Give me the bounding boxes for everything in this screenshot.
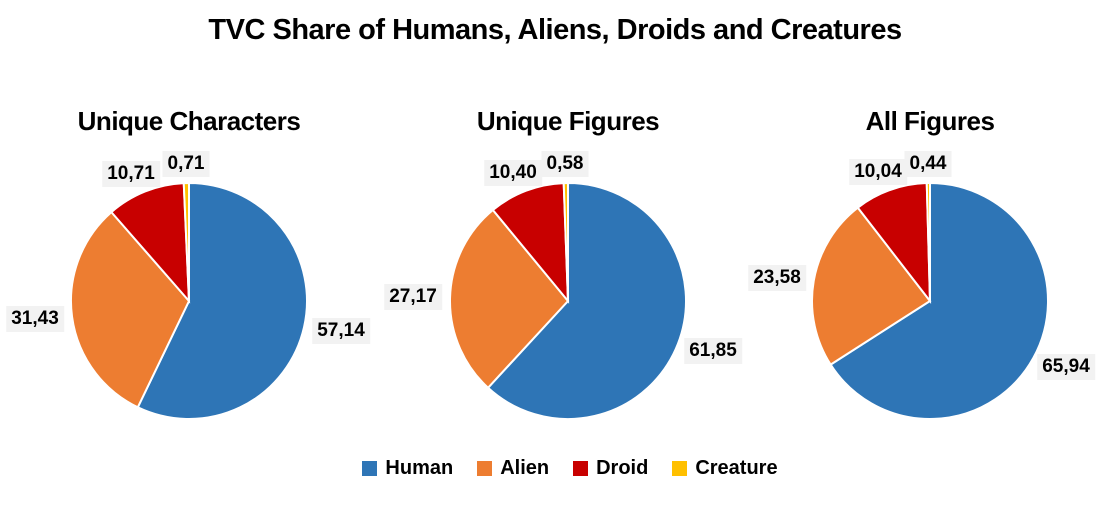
data-label-droid: 10,04 [849,159,907,185]
data-label-droid: 10,40 [484,160,542,186]
pie-slice-creature [925,181,931,302]
pie-chart [811,181,1049,420]
data-label-alien: 27,17 [384,284,442,310]
pie-slice-human [486,181,687,420]
legend-label-human: Human [385,457,454,479]
chart-all-figures: All Figures 65,94 23,58 10,04 0,44 [740,106,1110,461]
legend: Human Alien Droid Creature [15,457,1110,480]
data-label-human: 57,14 [312,318,370,344]
pie-area-unique-characters: 57,14 31,43 10,71 0,71 [0,151,379,461]
pie-slice-human [829,181,1049,420]
legend-label-creature: Creature [695,457,778,479]
legend-item-droid: Droid [573,457,648,480]
pie-slice-alien [811,206,932,366]
legend-swatch-droid [573,461,589,476]
pie-title-unique-figures: Unique Figures [476,106,660,136]
data-label-human: 65,94 [1037,354,1095,380]
data-label-alien: 31,43 [6,306,64,332]
legend-swatch-human [362,461,378,476]
legend-label-droid: Droid [596,457,649,479]
pie-slice-alien [449,208,570,390]
pie-slice-droid [856,182,932,305]
chart-unique-figures: Unique Figures 61,85 27,17 10,40 0,58 [378,106,758,461]
legend-label-alien: Alien [500,457,550,479]
legend-swatch-creature [672,461,688,476]
pie-slice-creature [562,181,569,302]
pie-slice-droid [491,182,570,304]
figure-title: TVC Share of Humans, Aliens, Droids and … [208,14,902,46]
pie-slice-droid [109,182,191,304]
chart-unique-characters: Unique Characters 57,14 31,43 10,71 0,71 [0,106,379,461]
legend-item-creature: Creature [672,457,778,480]
pie-title-unique-characters: Unique Characters [77,106,301,136]
data-label-creature: 0,44 [904,151,952,177]
data-label-alien: 23,58 [748,265,806,291]
data-label-creature: 0,71 [162,151,210,177]
legend-item-human: Human [362,457,453,480]
legend-swatch-alien [477,461,493,476]
pie-area-all-figures: 65,94 23,58 10,04 0,44 [740,151,1110,461]
data-label-human: 61,85 [684,338,742,364]
pie-title-all-figures: All Figures [865,106,995,136]
legend-item-alien: Alien [477,457,549,480]
pie-slice-creature [182,181,190,302]
pie-area-unique-figures: 61,85 27,17 10,40 0,58 [378,151,758,461]
pie-chart [449,181,687,420]
pie-slice-human [136,181,308,420]
data-label-creature: 0,58 [541,151,589,177]
data-label-droid: 10,71 [102,161,160,187]
pie-slice-alien [70,210,191,409]
pie-chart [70,181,308,420]
